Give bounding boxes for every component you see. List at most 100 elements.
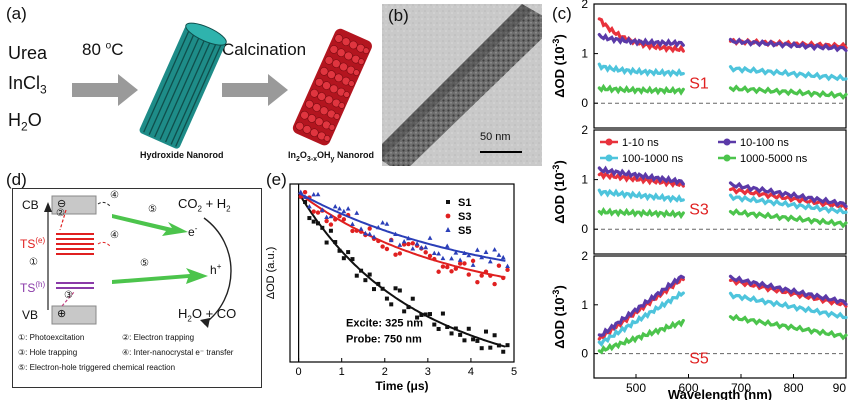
- point-S1: [458, 332, 463, 337]
- point-S3: [401, 242, 407, 247]
- point-S1: [449, 331, 454, 336]
- point-S3: [440, 264, 446, 269]
- point-S3: [496, 263, 502, 268]
- legend-label: 1000-5000 ns: [740, 153, 808, 165]
- point-S5: [358, 226, 364, 231]
- point-S1: [466, 326, 471, 331]
- point-S5: [371, 234, 377, 239]
- spectrum-S5-series-1: [597, 274, 685, 337]
- legend-row-3: ⑤: Electron-hole triggered chemical reac…: [18, 363, 176, 372]
- point-S1: [428, 312, 432, 317]
- legend-marker: [445, 213, 451, 219]
- point-S5: [474, 247, 480, 252]
- point-S1: [328, 228, 333, 233]
- point-S1: [501, 349, 506, 354]
- panel-c-label: (c): [552, 4, 572, 23]
- point-S5: [457, 257, 463, 262]
- point-S1: [432, 322, 437, 327]
- point-S5: [418, 245, 424, 250]
- panel-c-xlabel: Wavelength (nm): [668, 387, 772, 400]
- point-S1: [384, 296, 389, 301]
- point-S3: [505, 267, 510, 273]
- spectrum-S1-series-1: [728, 37, 848, 53]
- point-S1: [415, 315, 420, 320]
- point-S3: [384, 246, 390, 252]
- point-S1: [445, 325, 450, 330]
- point-S1: [354, 273, 359, 278]
- panel-d-legend: ①: Photoexcitation ②: Electron trapping ③…: [18, 330, 233, 375]
- spectrum-S1-series-3: [597, 83, 685, 96]
- spectrum-S5-series-0: [728, 277, 848, 308]
- electron-trap-levels: [56, 233, 94, 255]
- point-S3: [324, 218, 329, 224]
- vb-box: [51, 305, 97, 325]
- xtick-label: 800: [783, 381, 803, 395]
- point-S5: [345, 206, 351, 211]
- point-S5: [341, 208, 347, 214]
- point-S1: [393, 286, 398, 291]
- point-S1: [440, 311, 445, 316]
- point-S5: [315, 191, 321, 197]
- legend-label: S1: [458, 197, 471, 209]
- spectrum-S1-series-1: [597, 32, 685, 48]
- legend-row-2: ③: Hole trapping ④: Inter-nanocrystal e⁻ …: [18, 348, 234, 357]
- point-S3: [462, 261, 467, 266]
- fit-S1: [297, 192, 506, 348]
- point-S1: [389, 302, 394, 307]
- point-S1: [324, 240, 329, 245]
- point-S5: [431, 250, 437, 255]
- fit-S5: [298, 192, 506, 262]
- legend-label: 10-100 ns: [740, 137, 789, 149]
- green-arrow-electron: [112, 214, 188, 236]
- point-S1: [397, 288, 402, 293]
- legend-label: S5: [458, 225, 471, 237]
- panel-e-chart: 0 1 2 3 4 5 Time (μs) ΔOD (a.u.) S1 S3 S5 Excite: 3…: [265, 183, 517, 393]
- point-S3: [475, 279, 480, 285]
- panel-c-frame-0: [593, 3, 847, 129]
- spectrum-S3-series-3: [728, 208, 848, 229]
- point-S1: [367, 272, 372, 277]
- panel-d-label: (d): [6, 170, 27, 189]
- point-S1: [311, 219, 316, 224]
- reagent-list: Urea InCl3 H2O: [8, 38, 47, 141]
- fit-S3: [298, 192, 506, 279]
- point-S5: [319, 207, 325, 212]
- legend-marker: [445, 227, 451, 232]
- point-S3: [341, 217, 347, 222]
- reagent-urea: Urea: [8, 43, 48, 63]
- point-S5: [397, 242, 403, 247]
- xtick-label: 4: [468, 366, 474, 378]
- xtick-label: 5: [511, 366, 517, 378]
- point-S3: [436, 269, 441, 274]
- point-S5: [500, 254, 506, 260]
- point-S5: [483, 249, 489, 254]
- panel-a-label: (a): [6, 4, 27, 23]
- point-S1: [363, 278, 368, 283]
- point-S5: [449, 255, 454, 261]
- panel-c-ylabel: ΔOD (10-3): [551, 160, 567, 224]
- point-S5: [414, 241, 420, 246]
- reagent-incl3: InCl3: [8, 73, 47, 97]
- ytick-label: 1: [581, 173, 588, 187]
- spectrum-S3-series-1: [597, 165, 685, 186]
- panel-d-diagram: [44, 195, 232, 328]
- point-S3: [423, 250, 428, 255]
- point-S1: [475, 338, 480, 343]
- point-S1: [337, 248, 342, 253]
- ytick-label: 2: [581, 123, 588, 137]
- xtick-label: 2: [382, 366, 388, 378]
- point-S3: [427, 253, 433, 259]
- ytick-label: 0: [581, 96, 588, 110]
- spectrum-S1-series-3: [728, 84, 848, 101]
- legend-row-1: ①: Photoexcitation ②: Electron trapping: [18, 333, 195, 342]
- panel-c-chart: 0 1 2 S1 ΔOD (10-3) 0 1 2 S3 ΔOD (10-3) 0 1 2 S5 ΔOD (…: [551, 0, 848, 400]
- point-S5: [306, 204, 312, 209]
- panel-b-label: (b): [388, 6, 409, 25]
- reaction-bottom: H2O + CO: [178, 306, 237, 324]
- electron-trap-label: TS(e): [20, 236, 46, 251]
- point-S5: [444, 243, 450, 248]
- ytick-label: 0: [581, 222, 588, 236]
- point-S5: [324, 214, 330, 220]
- point-S3: [380, 244, 385, 249]
- xtick-label: 3: [425, 366, 431, 378]
